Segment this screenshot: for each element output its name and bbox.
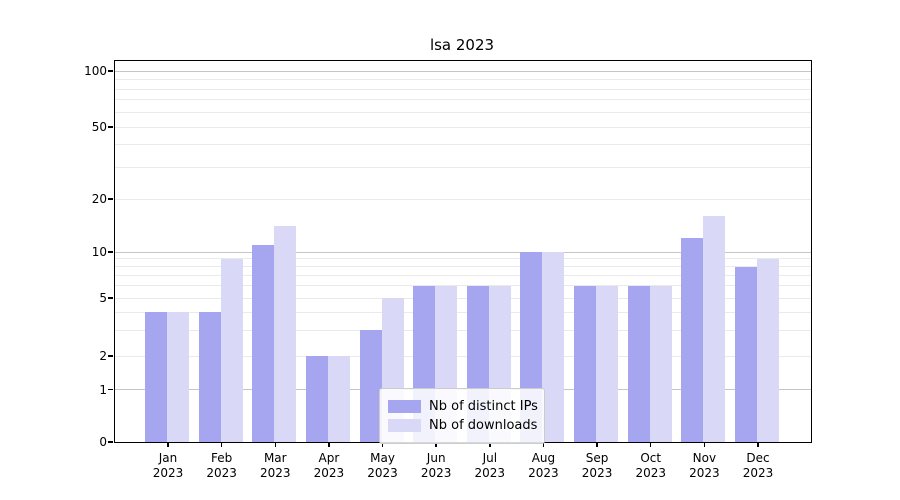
- plot-area: 0 1 2 5 10 20 50 100 Jan 2023 Feb 2023 Mar 2023 Ap…: [84, 60, 812, 480]
- x-tick-mark: [596, 442, 598, 447]
- legend-swatch: [388, 419, 421, 432]
- y-tick-mark: [108, 198, 113, 200]
- y-tick-label: 5: [99, 291, 107, 305]
- chart-title: lsa 2023: [429, 36, 495, 54]
- y-tick-label: 10: [91, 245, 107, 259]
- x-tick-mark: [703, 442, 706, 447]
- minor-gridline: [115, 99, 811, 101]
- x-tick-label: Jul 2023: [474, 451, 506, 480]
- major-gridline: [115, 70, 811, 72]
- minor-gridline: [115, 285, 811, 287]
- minor-gridline: [115, 258, 811, 260]
- bar-distinct-ips: [252, 244, 275, 442]
- legend-label: Nb of downloads: [429, 418, 538, 433]
- x-tick-label: May 2023: [367, 451, 398, 480]
- bar-downloads: [327, 356, 350, 442]
- bar-downloads: [756, 259, 779, 442]
- y-tick-mark: [108, 441, 113, 443]
- x-tick-label: Oct 2023: [635, 451, 666, 480]
- x-tick-mark: [381, 442, 384, 447]
- minor-gridline: [115, 126, 811, 128]
- bar-distinct-ips: [734, 266, 757, 442]
- minor-gridline: [115, 311, 811, 313]
- x-tick-mark: [328, 442, 330, 447]
- legend-label: Nb of distinct IPs: [429, 399, 538, 414]
- y-tick-label: 50: [91, 120, 107, 134]
- minor-gridline: [115, 198, 811, 200]
- bar-downloads: [220, 259, 243, 442]
- minor-gridline: [115, 79, 811, 80]
- x-tick-label: Sep 2023: [581, 451, 613, 480]
- x-tick-mark: [435, 442, 437, 447]
- y-tick-label: 2: [99, 349, 107, 363]
- y-tick-mark: [108, 251, 113, 253]
- x-tick-label: Nov 2023: [689, 451, 720, 480]
- legend-row: Nb of downloads: [388, 417, 538, 434]
- bar-distinct-ips: [145, 312, 167, 442]
- legend: Nb of distinct IPs Nb of downloads: [379, 388, 545, 444]
- legend-rows: Nb of distinct IPs Nb of downloads: [388, 398, 538, 434]
- y-tick-mark: [108, 355, 113, 357]
- bar-distinct-ips: [198, 312, 221, 442]
- y-tick-mark: [108, 388, 113, 391]
- minor-gridline: [115, 166, 811, 168]
- x-tick-mark: [167, 442, 169, 447]
- y-tick-mark: [108, 70, 113, 72]
- y-tick-label: 0: [99, 435, 107, 449]
- legend-row: Nb of distinct IPs: [388, 398, 538, 415]
- bar-downloads: [703, 216, 726, 442]
- minor-gridline: [115, 355, 811, 357]
- x-tick-label: Aug 2023: [528, 451, 559, 480]
- major-gridline: [115, 251, 811, 253]
- minor-gridline: [115, 88, 811, 90]
- bar-downloads: [167, 312, 189, 442]
- x-tick-mark: [274, 442, 277, 447]
- bar-downloads: [274, 226, 297, 442]
- minor-gridline: [115, 111, 811, 113]
- bar-downloads: [649, 285, 672, 442]
- minor-gridline: [115, 275, 811, 277]
- x-tick-mark: [649, 442, 652, 447]
- x-tick-label: Mar 2023: [259, 451, 291, 480]
- legend-swatch: [388, 400, 421, 413]
- bar-distinct-ips: [574, 285, 597, 442]
- bar-distinct-ips: [359, 330, 382, 442]
- y-tick-label: 1: [99, 382, 107, 397]
- bar-downloads: [596, 285, 619, 442]
- x-tick-mark: [757, 442, 759, 447]
- bar-downloads: [542, 252, 565, 442]
- minor-gridline: [115, 144, 811, 146]
- x-tick-mark: [489, 442, 491, 447]
- minor-gridline: [115, 266, 811, 268]
- minor-gridline: [115, 329, 811, 331]
- x-tick-mark: [542, 442, 545, 447]
- y-tick-mark: [108, 297, 113, 299]
- minor-gridline: [115, 297, 811, 299]
- y-tick-mark: [108, 126, 113, 128]
- x-tick-label: Jan 2023: [152, 451, 184, 480]
- x-tick-label: Apr 2023: [313, 451, 345, 480]
- bar-distinct-ips: [627, 285, 650, 442]
- x-tick-label: Dec 2023: [742, 451, 774, 480]
- x-tick-label: Feb 2023: [206, 451, 237, 480]
- x-tick-label: Jun 2023: [420, 451, 452, 480]
- y-tick-label: 100: [84, 64, 107, 78]
- y-tick-label: 20: [91, 192, 107, 206]
- bar-distinct-ips: [305, 356, 328, 442]
- bar-distinct-ips: [681, 238, 704, 442]
- x-tick-mark: [220, 442, 223, 447]
